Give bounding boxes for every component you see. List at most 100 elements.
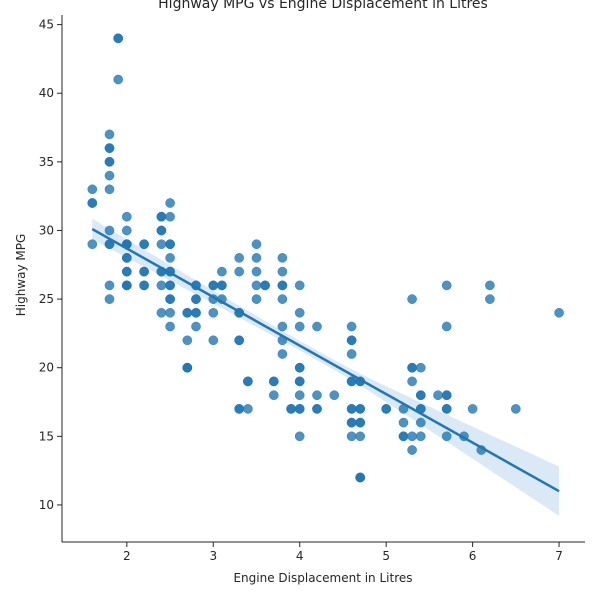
data-point [165, 280, 175, 291]
data-point [441, 280, 452, 291]
data-point [156, 307, 167, 318]
data-point [277, 321, 288, 332]
data-point [208, 335, 219, 346]
data-point [165, 321, 175, 332]
data-point [312, 321, 322, 332]
regression-line [91, 228, 560, 493]
data-point [191, 321, 201, 332]
data-point [104, 156, 115, 167]
data-point [165, 211, 175, 222]
data-point [346, 376, 357, 387]
y-tick-label: 25 [39, 292, 54, 306]
data-point [294, 362, 305, 373]
data-point [441, 321, 452, 332]
y-tick-label: 15 [39, 429, 54, 443]
data-point [251, 280, 262, 291]
data-point [191, 307, 201, 318]
y-tick-label: 35 [39, 155, 54, 169]
data-point [294, 307, 305, 318]
data-point [182, 362, 193, 373]
data-point [294, 404, 305, 414]
y-tick-label: 40 [39, 86, 54, 100]
data-point [312, 390, 322, 401]
data-point [121, 280, 132, 291]
x-tick-label: 2 [123, 549, 131, 563]
data-point [398, 431, 409, 442]
data-point [243, 376, 253, 387]
data-point [441, 404, 452, 414]
data-point [433, 390, 443, 401]
data-point [398, 417, 409, 428]
data-point [251, 239, 262, 250]
data-point [234, 335, 245, 346]
data-point [165, 294, 175, 304]
y-tick-label: 45 [39, 18, 54, 32]
data-point [407, 362, 417, 373]
data-point [381, 404, 392, 414]
data-point [104, 143, 115, 153]
data-point [294, 321, 305, 332]
data-point [251, 266, 262, 277]
data-point [208, 307, 219, 318]
data-point [104, 129, 115, 140]
confidence-band [92, 218, 560, 516]
data-point [182, 335, 193, 346]
data-point [87, 239, 98, 250]
data-point [277, 266, 288, 277]
data-point [277, 294, 288, 304]
data-point [485, 280, 495, 291]
data-point [346, 404, 357, 414]
data-point [260, 280, 270, 291]
data-point [113, 74, 124, 85]
data-point [165, 198, 175, 208]
data-point [294, 280, 305, 291]
data-point [104, 170, 115, 181]
data-point [415, 431, 426, 442]
y-tick-label: 20 [39, 361, 54, 375]
data-point [251, 253, 262, 263]
data-point [355, 431, 366, 442]
x-tick-label: 6 [469, 549, 477, 563]
data-point [415, 362, 426, 373]
data-point [121, 266, 132, 277]
data-point [234, 404, 245, 414]
data-point [121, 211, 132, 222]
data-point [243, 404, 253, 414]
x-axis-label: Engine Displacement in Litres [233, 571, 412, 585]
data-point [277, 280, 288, 291]
y-tick-label: 30 [39, 223, 54, 237]
data-points [87, 33, 564, 483]
x-tick-label: 4 [296, 549, 304, 563]
data-point [415, 390, 426, 401]
data-point [104, 225, 115, 236]
data-point [234, 253, 245, 263]
data-point [217, 266, 227, 277]
data-point [407, 431, 417, 442]
data-point [156, 239, 167, 250]
data-point [277, 253, 288, 263]
data-point [156, 225, 167, 236]
data-point [121, 253, 132, 263]
data-point [104, 184, 115, 195]
data-point [294, 376, 305, 387]
data-point [113, 33, 124, 44]
data-point [441, 431, 452, 442]
data-point [554, 307, 564, 318]
data-point [415, 417, 426, 428]
x-tick-label: 7 [555, 549, 563, 563]
data-point [165, 239, 175, 250]
data-point [355, 417, 366, 428]
x-tick-label: 5 [382, 549, 390, 563]
y-tick-label: 10 [39, 498, 54, 512]
data-point [139, 280, 149, 291]
data-point [217, 280, 227, 291]
data-point [277, 349, 288, 359]
chart-title: Highway MPG vs Engine Displacement in Li… [158, 0, 488, 12]
data-point [294, 431, 305, 442]
data-point [441, 390, 452, 401]
data-point [312, 404, 322, 414]
data-point [407, 376, 417, 387]
data-point [407, 445, 417, 455]
